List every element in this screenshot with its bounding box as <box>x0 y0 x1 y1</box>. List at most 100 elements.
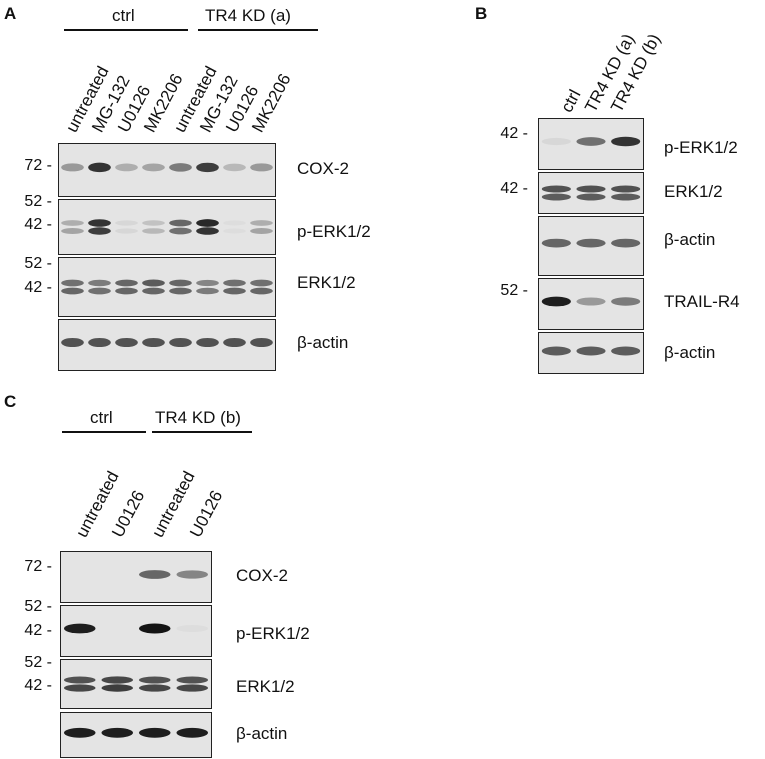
target-label: β-actin <box>664 343 716 362</box>
blot-band <box>169 279 192 287</box>
blot-band <box>115 163 138 172</box>
mw-marker: 52 - <box>24 193 52 210</box>
blot-actin <box>58 319 276 371</box>
panel-a-group-tr4-line <box>198 29 318 31</box>
blot-band <box>169 163 192 172</box>
blot-band <box>223 337 246 348</box>
blot-band <box>169 227 192 235</box>
blot-band <box>176 684 208 692</box>
blot-band <box>64 676 96 684</box>
mw-marker: 42 - <box>500 180 528 197</box>
blot-band <box>142 279 165 287</box>
mw-marker: 42 - <box>500 125 528 142</box>
blot-band <box>88 162 111 173</box>
panel-b-letter: B <box>475 4 488 23</box>
target-label: COX-2 <box>236 566 288 585</box>
blot-p-erk <box>58 199 276 255</box>
blot-band <box>142 337 165 348</box>
blot-band <box>61 337 84 348</box>
blot-band <box>176 676 208 684</box>
blot-band <box>115 279 138 287</box>
blot-band <box>88 287 111 295</box>
blot-band <box>250 228 273 234</box>
blot-band <box>576 297 606 306</box>
panel-c-group-ctrl-line <box>62 431 146 433</box>
blot-cox2 <box>60 551 212 603</box>
blot-band <box>576 238 606 248</box>
blot-band <box>142 220 165 226</box>
panel-a-group-ctrl-label: ctrl <box>112 6 135 25</box>
blot-band <box>250 279 273 287</box>
blot-band <box>541 185 571 193</box>
blot-band <box>169 337 192 348</box>
mw-marker: 42 - <box>24 216 52 233</box>
target-label: β-actin <box>297 333 349 352</box>
blot-band <box>196 287 219 295</box>
mw-marker: 52 - <box>24 255 52 272</box>
blot-band <box>169 287 192 295</box>
blot-band <box>142 287 165 295</box>
blot-band <box>196 279 219 287</box>
blot-band <box>541 238 571 248</box>
blot-band <box>61 287 84 295</box>
target-label: COX-2 <box>297 159 349 178</box>
blot-band <box>611 238 641 248</box>
mw-marker: 42 - <box>24 622 52 639</box>
target-label: ERK1/2 <box>664 182 723 201</box>
blot-band <box>250 220 273 226</box>
target-label: ERK1/2 <box>297 273 356 292</box>
panel-a-letter: A <box>4 4 17 23</box>
panel-b-lane-label: ctrl <box>557 86 585 116</box>
blot-band <box>61 220 84 226</box>
blot-band <box>101 684 133 692</box>
blot-band <box>139 684 171 692</box>
blot-band <box>139 727 171 738</box>
blot-band <box>61 279 84 287</box>
blot-band <box>88 219 111 227</box>
blot-band <box>88 279 111 287</box>
mw-marker: 52 - <box>500 282 528 299</box>
blot-band <box>223 220 246 226</box>
blot-band <box>176 727 208 738</box>
target-label: β-actin <box>664 230 716 249</box>
target-label: ERK1/2 <box>236 677 295 696</box>
blot-band <box>142 163 165 172</box>
blot-band <box>576 185 606 193</box>
mw-marker: 52 - <box>24 654 52 671</box>
blot-erk <box>60 659 212 709</box>
blot-band <box>250 287 273 295</box>
blot-band <box>64 727 96 738</box>
blot-cox2 <box>58 143 276 197</box>
blot-band <box>139 676 171 684</box>
blot-actin <box>538 332 644 374</box>
mw-marker: 42 - <box>24 279 52 296</box>
blot-band <box>88 227 111 235</box>
blot-actin <box>538 216 644 276</box>
blot-band <box>611 346 641 356</box>
blot-band <box>115 287 138 295</box>
blot-band <box>115 228 138 234</box>
blot-trail-r4 <box>538 278 644 330</box>
blot-band <box>196 162 219 173</box>
blot-band <box>541 193 571 201</box>
target-label: p-ERK1/2 <box>236 624 310 643</box>
panel-c-letter: C <box>4 392 17 411</box>
blot-actin <box>60 712 212 758</box>
blot-band <box>169 219 192 227</box>
blot-band <box>101 676 133 684</box>
blot-band <box>139 570 171 579</box>
blot-band <box>115 220 138 226</box>
panel-a-group-ctrl-line <box>64 29 188 31</box>
mw-marker: 72 - <box>24 558 52 575</box>
blot-band <box>61 163 84 172</box>
blot-band <box>611 136 641 147</box>
target-label: β-actin <box>236 724 288 743</box>
blot-band <box>250 337 273 348</box>
target-label: TRAIL-R4 <box>664 292 740 311</box>
blot-band <box>196 227 219 235</box>
blot-band <box>611 185 641 193</box>
blot-band <box>576 137 606 146</box>
blot-band <box>142 228 165 234</box>
panel-c-group-tr4-line <box>152 431 252 433</box>
panel-c-lane-label: U0126 <box>186 487 227 541</box>
